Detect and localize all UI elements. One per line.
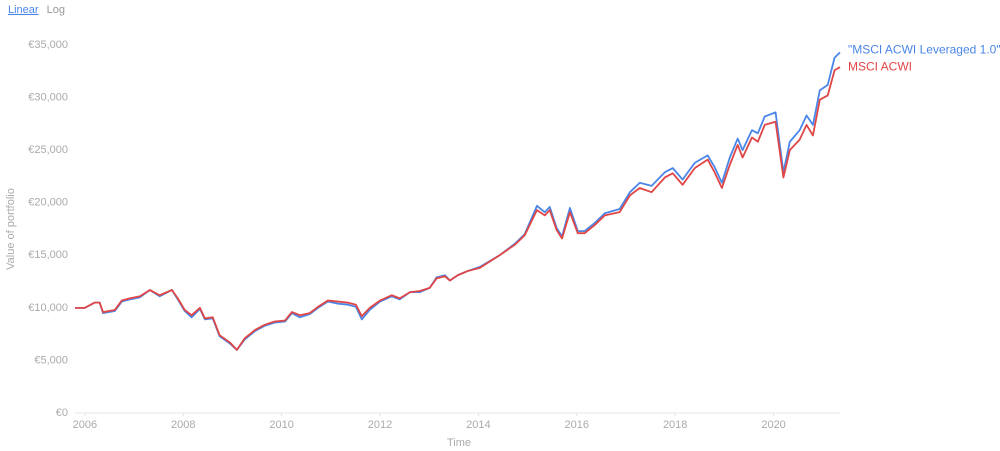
series-line	[75, 66, 841, 351]
scale-option[interactable]: Log	[47, 4, 65, 16]
series-label: MSCI ACWI	[848, 59, 912, 73]
y-tick-label: €20,000	[28, 197, 68, 209]
series-line	[75, 51, 841, 351]
scale-option[interactable]: Linear	[8, 4, 39, 16]
x-tick-label: 2008	[171, 419, 195, 431]
x-tick-label: 2018	[663, 419, 687, 431]
x-tick-label: 2006	[73, 419, 97, 431]
x-tick-label: 2016	[565, 419, 589, 431]
x-tick-label: 2012	[368, 419, 392, 431]
y-tick-label: €10,000	[28, 302, 68, 314]
y-tick-label: €0	[56, 407, 68, 419]
y-tick-label: €15,000	[28, 249, 68, 261]
x-tick-label: 2020	[761, 419, 785, 431]
series-label: "MSCI ACWI Leveraged 1.0"	[848, 43, 1000, 57]
y-tick-label: €5,000	[34, 354, 68, 366]
y-axis-title: Value of portfolio	[5, 188, 17, 270]
x-tick-label: 2014	[466, 419, 490, 431]
y-tick-label: €30,000	[28, 91, 68, 103]
x-axis-title: Time	[447, 437, 471, 449]
y-tick-label: €25,000	[28, 144, 68, 156]
y-tick-label: €35,000	[28, 39, 68, 51]
x-tick-label: 2010	[269, 419, 293, 431]
